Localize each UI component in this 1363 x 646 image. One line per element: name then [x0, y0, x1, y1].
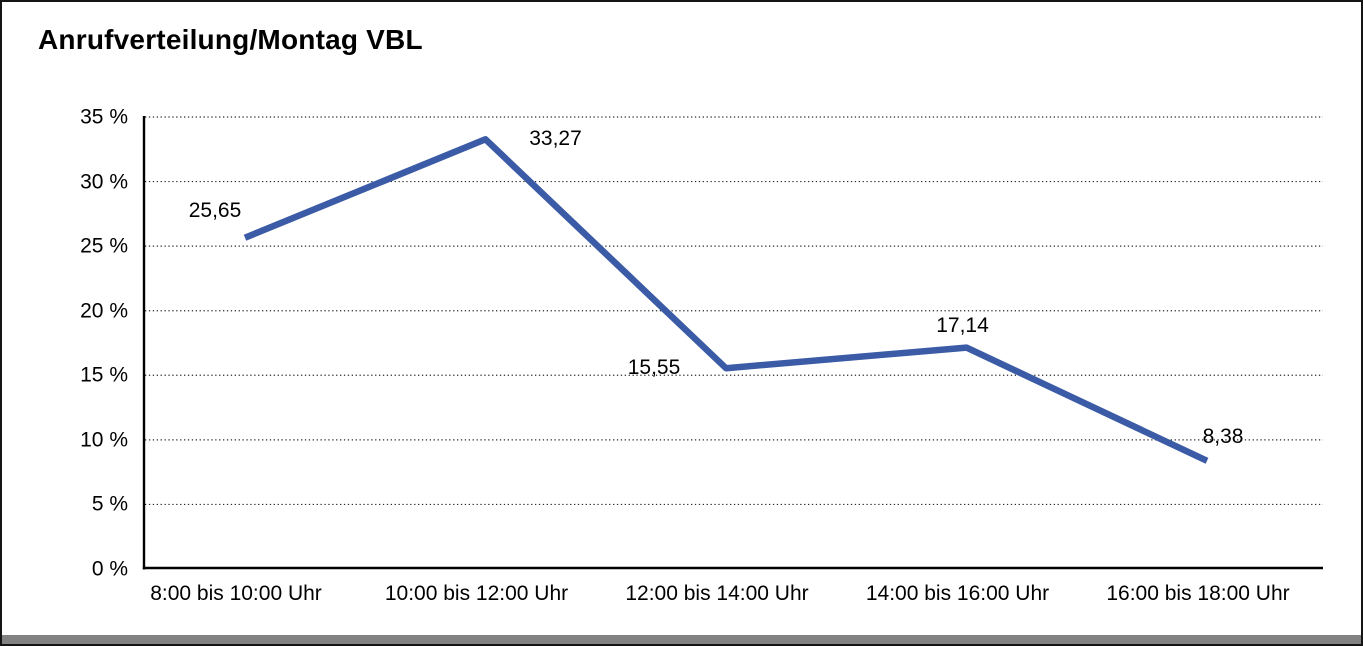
x-category-label: 10:00 bis 12:00 Uhr [384, 582, 569, 605]
y-tick-label: 30 % [80, 170, 128, 194]
y-tick-label: 20 % [80, 299, 128, 323]
y-tick-label: 5 % [91, 492, 128, 516]
data-point-label: 8,38 [1202, 424, 1244, 448]
data-point-label: 25,65 [188, 198, 242, 222]
y-tick-label: 10 % [80, 428, 128, 452]
x-category-label: 12:00 bis 14:00 Uhr [625, 582, 809, 605]
line-chart-plot-area [142, 116, 1323, 570]
data-point-label: 15,55 [627, 356, 681, 380]
x-category-label: 8:00 bis 10:00 Uhr [150, 582, 322, 605]
chart-line [243, 136, 1209, 464]
y-tick-label: 15 % [80, 363, 128, 387]
data-point-label: 33,27 [529, 127, 582, 151]
x-category-label: 16:00 bis 18:00 Uhr [1106, 582, 1290, 605]
chart-title: Anrufverteilung/Montag VBL [38, 24, 423, 55]
y-tick-label: 25 % [80, 234, 128, 258]
x-category-label: 14:00 bis 16:00 Uhr [865, 582, 1050, 605]
y-tick-label: 35 % [80, 105, 128, 129]
y-tick-label: 0 % [91, 557, 128, 581]
data-point-label: 17,14 [936, 313, 989, 337]
bottom-gray-bar [2, 635, 1361, 644]
